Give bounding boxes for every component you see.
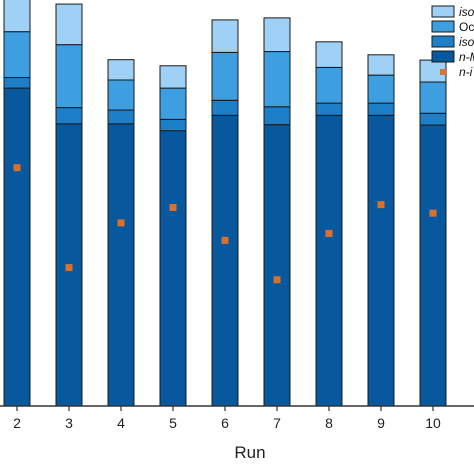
bar-segment-2-run-7 [263, 106, 291, 126]
plot-area [3, 0, 447, 407]
bar-segment-2-run-10 [419, 112, 447, 126]
bar-segment-2-run-4 [107, 109, 135, 125]
bar-segment-3-run-6 [211, 51, 239, 101]
bar-segment-1-run-6 [211, 114, 239, 407]
legend-swatch [431, 5, 455, 18]
marker-point-run-7 [273, 276, 281, 284]
legend-swatch [431, 20, 455, 33]
marker-point-run-8 [325, 229, 333, 237]
bar-segment-1-run-4 [107, 123, 135, 407]
x-axis-title: Run [234, 443, 265, 462]
marker-point-run-2 [13, 164, 21, 172]
bar-segment-4-run-6 [211, 19, 239, 53]
x-tick-label: 9 [377, 415, 385, 431]
marker-point-run-10 [429, 209, 437, 217]
bar-segment-3-run-8 [315, 66, 343, 104]
x-tick-label: 7 [273, 415, 281, 431]
bar-segment-4-run-5 [159, 65, 187, 89]
bar-segment-4-run-8 [315, 41, 343, 68]
bar-segment-3-run-7 [263, 51, 291, 108]
x-tick-label: 8 [325, 415, 333, 431]
bar-segment-3-run-2 [3, 31, 31, 79]
bar-segment-4-run-3 [55, 3, 83, 46]
x-tick-label: 5 [169, 415, 177, 431]
x-tick-label: 2 [13, 415, 21, 431]
legend-swatch [431, 50, 455, 63]
x-tick-label: 3 [65, 415, 73, 431]
legend-label: iso [459, 35, 474, 49]
bar-segment-1-run-5 [159, 130, 187, 407]
bar-segment-2-run-6 [211, 99, 239, 116]
legend-label: n-M [459, 50, 474, 64]
bar-segment-2-run-8 [315, 102, 343, 116]
legend-marker [440, 69, 446, 75]
bar-segment-1-run-7 [263, 124, 291, 407]
x-tick-label: 10 [425, 415, 441, 431]
marker-point-run-4 [117, 219, 125, 227]
legend-swatch [431, 35, 455, 48]
bar-segment-4-run-9 [367, 54, 395, 76]
bar-segment-4-run-7 [263, 17, 291, 53]
bar-segment-2-run-2 [3, 77, 31, 89]
bar-segment-3-run-3 [55, 44, 83, 109]
bar-segment-3-run-9 [367, 74, 395, 104]
legend-label: Oc [459, 20, 474, 34]
bar-segment-3-run-10 [419, 81, 447, 114]
bar-segment-1-run-8 [315, 114, 343, 407]
legend-label: iso [459, 5, 474, 19]
legend-label: n-i [459, 65, 473, 79]
bar-segment-3-run-4 [107, 79, 135, 111]
bar-segment-1-run-9 [367, 114, 395, 407]
bar-segment-2-run-3 [55, 107, 83, 125]
bar-segment-4-run-4 [107, 59, 135, 81]
bar-segment-4-run-2 [3, 0, 31, 33]
bar-segment-2-run-5 [159, 118, 187, 132]
marker-point-run-9 [377, 201, 385, 209]
x-axis-ticks: 2 3 4 5 6 7 8 9 10 [13, 406, 441, 431]
x-tick-label: 6 [221, 415, 229, 431]
marker-point-run-3 [65, 264, 73, 272]
bar-segment-3-run-5 [159, 87, 187, 120]
marker-point-run-5 [169, 203, 177, 211]
bar-segment-1-run-10 [419, 124, 447, 407]
x-tick-label: 4 [117, 415, 125, 431]
bar-segment-1-run-2 [3, 87, 31, 407]
bar-segment-2-run-9 [367, 102, 395, 116]
marker-point-run-6 [221, 236, 229, 244]
